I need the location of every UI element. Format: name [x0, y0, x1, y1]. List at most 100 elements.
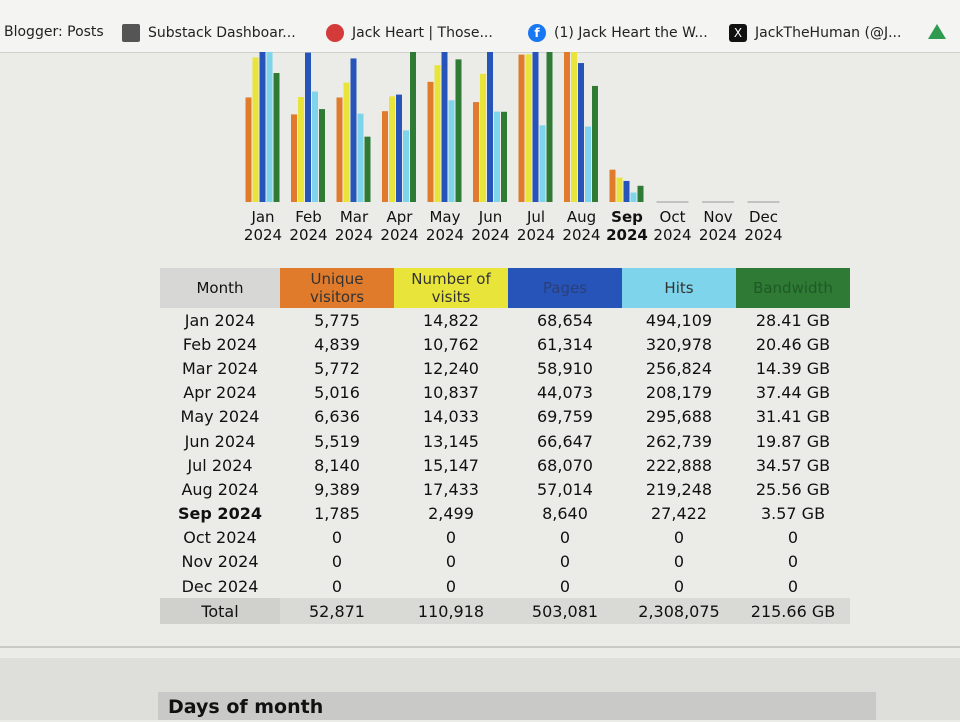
table-row: Jul 2024 8,140 15,147 68,070 222,888 34.57 GB: [160, 453, 850, 477]
site-icon: [326, 24, 344, 42]
cell-month: May 2024: [180, 407, 260, 427]
cell-pages: 68,070: [537, 455, 593, 475]
bar-number-of-visits: [343, 82, 350, 202]
cell-hits: 219,248: [645, 479, 713, 499]
header-month: Month: [160, 268, 280, 308]
bookmark-facebook[interactable]: f (1) Jack Heart the W...: [528, 24, 708, 42]
bar-unique-visitors: [427, 81, 434, 202]
bar-bandwidth: [319, 109, 325, 202]
month-year: 2024: [289, 226, 328, 244]
cell-bandwidth: 34.57 GB: [755, 455, 831, 475]
bar-hits: [448, 100, 455, 202]
bar-unique-visitors: [245, 97, 252, 202]
cell-visits: 0: [445, 576, 457, 596]
cell-unique-visitors: 5,519: [314, 431, 360, 451]
bar-pages: [350, 58, 357, 202]
cell-month: Dec 2024: [181, 576, 259, 596]
cell-bandwidth: 0: [787, 528, 799, 548]
cell-pages: 58,910: [537, 358, 593, 378]
bar-unique-visitors: [518, 54, 525, 202]
bar-hits: [403, 130, 409, 202]
month-name: Jul: [526, 208, 546, 226]
cell-hits: 262,739: [645, 431, 713, 451]
cell-pages: 44,073: [537, 383, 593, 403]
chart-month-label: Dec 2024: [739, 208, 789, 244]
month-name: Mar: [339, 208, 369, 226]
cell-unique-visitors: 5,772: [314, 358, 360, 378]
bookmark-label: JackTheHuman (@J...: [755, 25, 902, 41]
bookmark-blogger-posts[interactable]: Blogger: Posts: [4, 24, 104, 40]
cell-bandwidth: 14.39 GB: [755, 358, 831, 378]
substack-icon: [122, 24, 140, 42]
cell-month: Feb 2024: [182, 334, 258, 354]
cell-unique-visitors: 1,785: [314, 504, 360, 524]
cell-hits: 295,688: [645, 407, 713, 427]
total-value: 503,081: [508, 598, 622, 625]
cell-pages: 0: [559, 552, 571, 572]
chart-month-label: Oct 2024: [648, 208, 698, 244]
month-name: Sep: [611, 208, 643, 226]
monthly-history-chart: [245, 52, 780, 203]
cell-hits: 494,109: [645, 310, 713, 330]
cell-bandwidth: 31.41 GB: [755, 407, 831, 427]
table-row: Dec 2024 0 0 0 0 0: [160, 574, 850, 598]
bar-bandwidth: [637, 185, 644, 202]
cell-unique-visitors: 9,389: [314, 479, 360, 499]
chart-month-label: Nov 2024: [693, 208, 743, 244]
cell-visits: 10,762: [423, 334, 479, 354]
bar-pages: [441, 52, 448, 202]
cell-unique-visitors: 0: [331, 528, 343, 548]
bar-number-of-visits: [434, 65, 441, 202]
bar-number-of-visits: [252, 57, 259, 202]
days-of-month-heading: Days of month: [158, 692, 876, 720]
bar-pages: [305, 52, 311, 202]
cell-unique-visitors: 0: [331, 552, 343, 572]
bar-hits: [357, 113, 364, 202]
cell-visits: 14,822: [423, 310, 479, 330]
cell-month: Nov 2024: [181, 552, 259, 572]
table-header-row: Month Unique visitors Number of visits P…: [160, 268, 850, 308]
month-year: 2024: [380, 226, 419, 244]
bookmark-substack-dashboard[interactable]: Substack Dashboar...: [122, 24, 296, 42]
table-row: Aug 2024 9,389 17,433 57,014 219,248 25.56 GB: [160, 477, 850, 501]
cell-hits: 320,978: [645, 334, 713, 354]
cell-month: Aug 2024: [181, 479, 259, 499]
month-year: 2024: [425, 226, 465, 244]
bar-hits: [630, 192, 637, 202]
month-name: Aug: [566, 208, 597, 226]
bar-pages: [578, 63, 584, 202]
cell-visits: 17,433: [423, 479, 479, 499]
bookmark-drive[interactable]: [928, 24, 946, 39]
bar-pages: [532, 52, 539, 202]
cell-month: Sep 2024: [178, 504, 262, 524]
cell-pages: 61,314: [537, 334, 593, 354]
cell-bandwidth: 37.44 GB: [755, 383, 831, 403]
cell-visits: 15,147: [423, 455, 479, 475]
cell-pages: 0: [559, 528, 571, 548]
month-name: Jun: [478, 208, 503, 226]
cell-pages: 0: [559, 576, 571, 596]
bar-pages: [487, 52, 493, 202]
cell-bandwidth: 20.46 GB: [755, 334, 831, 354]
month-year: 2024: [744, 226, 783, 244]
bar-unique-visitors: [336, 97, 343, 202]
cell-bandwidth: 28.41 GB: [755, 310, 831, 330]
table-row: Apr 2024 5,016 10,837 44,073 208,179 37.44 GB: [160, 381, 850, 405]
cell-unique-visitors: 4,839: [314, 334, 360, 354]
month-name: Nov: [703, 208, 733, 226]
cell-bandwidth: 3.57 GB: [760, 504, 826, 524]
bookmark-jack-heart-site[interactable]: Jack Heart | Those...: [326, 24, 493, 42]
bookmarks-bar: Blogger: Posts Substack Dashboar... Jack…: [0, 0, 960, 53]
cell-month: Apr 2024: [183, 383, 257, 403]
total-value: 215.66 GB: [736, 598, 850, 625]
table-row: Jun 2024 5,519 13,145 66,647 262,739 19.87 GB: [160, 429, 850, 453]
chart-month-label: Apr 2024: [375, 208, 425, 244]
bar-number-of-visits: [298, 97, 304, 202]
bookmark-x-profile[interactable]: X JackTheHuman (@J...: [729, 24, 901, 42]
table-row: Mar 2024 5,772 12,240 58,910 256,824 14.39 GB: [160, 356, 850, 380]
header-unique-visitors: Unique visitors: [280, 268, 394, 308]
bar-unique-visitors: [291, 114, 297, 202]
month-year: 2024: [516, 226, 556, 244]
header-bandwidth: Bandwidth: [736, 268, 850, 308]
cell-pages: 57,014: [537, 479, 593, 499]
